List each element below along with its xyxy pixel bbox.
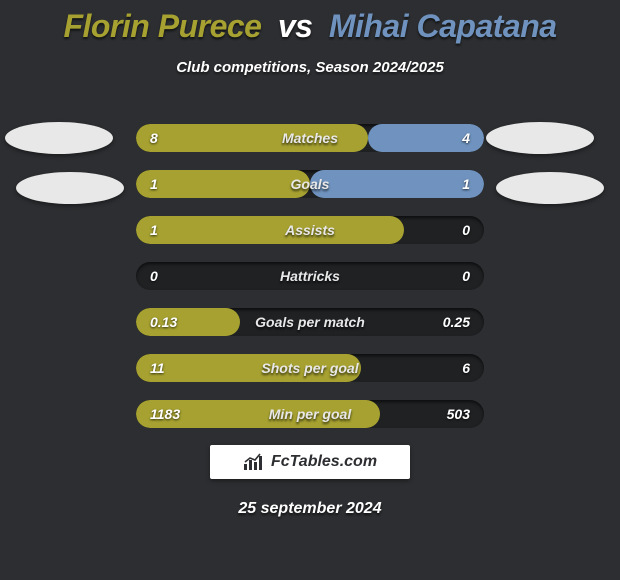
stat-row: 1183503Min per goal (136, 400, 484, 428)
bar-left (136, 124, 368, 152)
stat-value-right: 0 (462, 216, 470, 244)
bar-left (136, 354, 361, 382)
stat-value-right: 0.25 (443, 308, 470, 336)
stat-value-right: 4 (462, 124, 470, 152)
stat-value-left: 0.13 (150, 308, 177, 336)
stat-value-left: 11 (150, 354, 165, 382)
stat-row: 11Goals (136, 170, 484, 198)
stat-row: 116Shots per goal (136, 354, 484, 382)
date-text: 25 september 2024 (0, 500, 620, 518)
brand-chart-icon (243, 453, 265, 471)
stat-value-left: 1 (150, 170, 158, 198)
stat-bars: 84Matches11Goals10Assists00Hattricks0.13… (136, 124, 484, 446)
bar-right (310, 170, 484, 198)
bar-left (136, 216, 404, 244)
stat-row: 0.130.25Goals per match (136, 308, 484, 336)
subtitle: Club competitions, Season 2024/2025 (0, 59, 620, 76)
bar-left (136, 170, 310, 198)
stat-value-right: 1 (462, 170, 470, 198)
stat-row: 84Matches (136, 124, 484, 152)
stat-row: 0 0Hattricks (136, 262, 484, 290)
stat-label: Hattricks (136, 262, 484, 290)
stat-value-left: 0 (150, 262, 158, 290)
stat-value-left: 1 (150, 216, 158, 244)
stat-value-left: 1183 (150, 400, 180, 428)
player1-name: Florin Purece (63, 8, 261, 44)
stat-value-right: 503 (447, 400, 470, 428)
brand-text: FcTables.com (271, 453, 377, 471)
badge-ellipse (16, 172, 124, 204)
stat-value-right: 6 (462, 354, 470, 382)
brand-box: FcTables.com (210, 445, 410, 479)
stat-value-left: 8 (150, 124, 158, 152)
player2-name: Mihai Capatana (329, 8, 557, 44)
vs-text: vs (278, 8, 313, 44)
stat-value-right: 0 (462, 262, 470, 290)
badge-ellipse (496, 172, 604, 204)
badge-ellipse (5, 122, 113, 154)
badge-ellipse (486, 122, 594, 154)
comparison-title: Florin Purece vs Mihai Capatana (0, 0, 620, 45)
stat-row: 10Assists (136, 216, 484, 244)
